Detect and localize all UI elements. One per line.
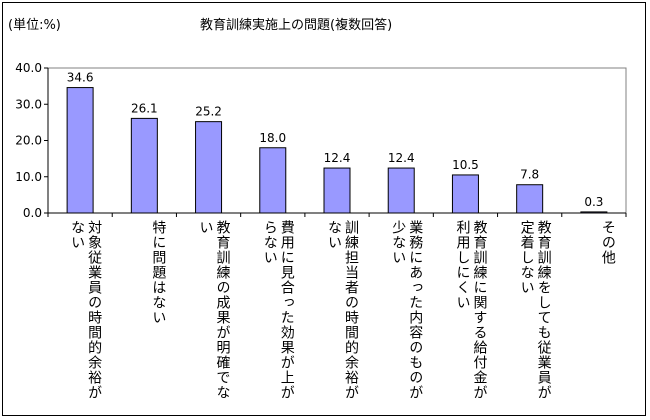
- bar: [195, 121, 223, 214]
- bar: [130, 117, 158, 214]
- data-label: 18.0: [259, 131, 286, 145]
- bar: [323, 167, 351, 214]
- category-label: 費用に見合った効果が上がらない: [261, 220, 295, 400]
- chart-title: 教育訓練実施上の問題(複数回答): [200, 18, 393, 33]
- y-tick-label: 0.0: [23, 206, 42, 220]
- bar: [516, 184, 544, 214]
- bar: [259, 147, 287, 214]
- data-label: 12.4: [324, 151, 351, 165]
- category-label: 教育訓練の成果が明確でない: [197, 220, 231, 400]
- unit-label: (単位:%): [8, 18, 61, 33]
- data-label: 26.1: [131, 101, 158, 115]
- category-label: 教育訓練をしても従業員が定着しない: [518, 220, 552, 400]
- data-label: 0.3: [584, 195, 603, 209]
- y-tick-label: 40.0: [15, 61, 42, 75]
- bar: [387, 167, 415, 214]
- bar: [66, 87, 94, 214]
- data-label: 12.4: [388, 151, 415, 165]
- category-label: 特に問題はない: [150, 220, 167, 325]
- category-label: その他: [599, 220, 616, 265]
- data-label: 10.5: [452, 158, 479, 172]
- category-label: 訓練担当者の時間的余裕がない: [326, 220, 359, 400]
- y-tick-label: 20.0: [15, 134, 42, 148]
- data-label: 7.8: [520, 168, 539, 182]
- category-label: 業務にあった内容のものが少ない: [390, 220, 424, 400]
- data-label: 34.6: [67, 71, 94, 85]
- category-label: 教育訓練に関する給付金が利用しにくい: [454, 220, 488, 400]
- bar: [451, 174, 479, 214]
- y-tick-label: 10.0: [15, 170, 42, 184]
- data-label: 25.2: [195, 105, 222, 119]
- category-label: 対象従業員の時間的余裕がない: [69, 220, 103, 400]
- y-tick-label: 30.0: [15, 97, 42, 111]
- bar: [580, 211, 608, 214]
